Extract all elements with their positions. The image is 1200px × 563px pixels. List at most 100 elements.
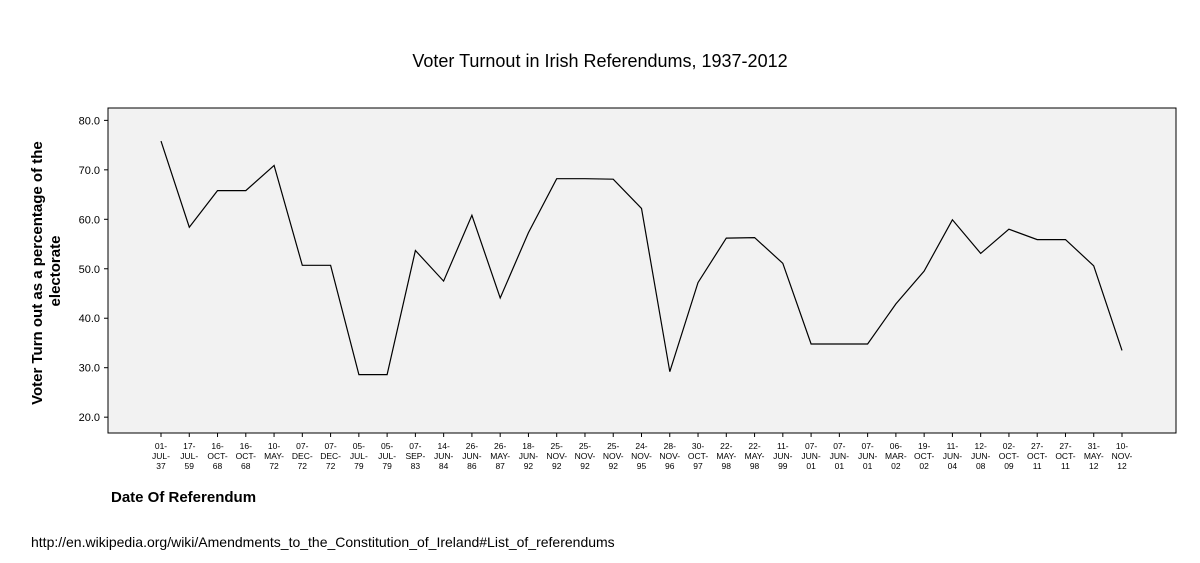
y-tick-label: 60.0 xyxy=(79,214,100,226)
x-tick-label-line: 02- xyxy=(1003,441,1015,451)
x-tick-label-line: JUN- xyxy=(434,451,454,461)
x-tick-label-line: 01- xyxy=(155,441,167,451)
y-tick-label: 80.0 xyxy=(79,115,100,127)
x-tick-label-line: 12 xyxy=(1117,461,1127,471)
x-tick-label-line: 11 xyxy=(1061,461,1070,471)
x-tick-label: 10-NOV-12 xyxy=(1112,441,1133,471)
x-tick-label: 05-JUL-79 xyxy=(350,441,368,471)
x-axis-label: Date Of Referendum xyxy=(111,489,256,506)
x-tick-label-line: JUN- xyxy=(830,451,850,461)
x-tick-label-line: 72 xyxy=(326,461,336,471)
x-tick-label-line: JUL- xyxy=(180,451,198,461)
source-url: http://en.wikipedia.org/wiki/Amendments_… xyxy=(31,534,615,550)
x-tick-label-line: 97 xyxy=(693,461,703,471)
x-tick-label: 07-JUN-01 xyxy=(858,441,878,471)
x-tick-label-line: OCT- xyxy=(236,451,256,461)
x-tick-label: 07-JUN-01 xyxy=(830,441,850,471)
x-tick-label-line: 07- xyxy=(324,441,336,451)
x-tick-label: 11-JUN-04 xyxy=(943,441,963,471)
x-tick-label-line: OCT- xyxy=(914,451,934,461)
x-tick-label: 07-DEC-72 xyxy=(292,441,313,471)
x-tick-label-line: 07- xyxy=(861,441,873,451)
y-tick-label: 30.0 xyxy=(79,363,100,375)
x-tick-label-line: 06- xyxy=(890,441,902,451)
y-axis-label-line-1: Voter Turn out as a percentage of the xyxy=(29,141,46,405)
x-tick-label-line: JUN- xyxy=(971,451,991,461)
x-tick-label-line: JUN- xyxy=(773,451,793,461)
x-tick-label-line: 84 xyxy=(439,461,449,471)
x-tick-label-line: 25- xyxy=(551,441,563,451)
x-tick-label-line: NOV- xyxy=(546,451,567,461)
x-tick-label-line: 83 xyxy=(411,461,421,471)
x-tick-label-line: 98 xyxy=(750,461,760,471)
x-tick-label-line: MAY- xyxy=(264,451,284,461)
x-tick-label-line: 86 xyxy=(467,461,477,471)
x-tick-label-line: 01 xyxy=(806,461,816,471)
x-tick-label: 18-JUN-92 xyxy=(519,441,539,471)
x-tick-label: 01-JUL-37 xyxy=(152,441,170,471)
x-tick-label: 22-MAY-98 xyxy=(745,441,765,471)
x-tick-label: 25-NOV-92 xyxy=(603,441,624,471)
x-tick-label: 07-DEC-72 xyxy=(320,441,341,471)
x-tick-label-line: JUN- xyxy=(943,451,963,461)
x-tick-label: 28-NOV-96 xyxy=(659,441,680,471)
plot-area xyxy=(107,107,1177,434)
x-tick-label: 06-MAR-02 xyxy=(885,441,907,471)
x-tick-label-line: 22- xyxy=(720,441,732,451)
x-tick-label-line: 31- xyxy=(1088,441,1100,451)
x-tick-label-line: 04 xyxy=(948,461,958,471)
x-tick-label-line: NOV- xyxy=(631,451,652,461)
x-tick-label-line: 27- xyxy=(1059,441,1071,451)
x-tick-label-line: MAR- xyxy=(885,451,907,461)
x-tick-label-line: 59 xyxy=(185,461,195,471)
x-tick-label-line: 98 xyxy=(722,461,732,471)
x-tick-label-line: 02 xyxy=(891,461,901,471)
x-tick-label-line: 05- xyxy=(353,441,365,451)
x-tick-label-line: 12 xyxy=(1089,461,1099,471)
x-tick-label: 22-MAY-98 xyxy=(716,441,736,471)
x-tick-label-line: OCT- xyxy=(688,451,708,461)
x-tick-label-line: 10- xyxy=(268,441,280,451)
x-tick-label: 30-OCT-97 xyxy=(688,441,708,471)
x-tick-label-line: 08 xyxy=(976,461,986,471)
x-tick-label-line: 01 xyxy=(863,461,873,471)
x-tick-label-line: 09 xyxy=(1004,461,1014,471)
x-tick-label-line: MAY- xyxy=(1084,451,1104,461)
x-tick-label-line: SEP- xyxy=(405,451,425,461)
x-tick-label-line: JUN- xyxy=(519,451,539,461)
x-tick-label-line: OCT- xyxy=(999,451,1019,461)
x-tick-label-line: 25- xyxy=(607,441,619,451)
series-line xyxy=(160,140,1123,376)
x-tick-label-line: JUL- xyxy=(350,451,368,461)
x-tick-label-line: 99 xyxy=(778,461,788,471)
x-tick-label-line: 27- xyxy=(1031,441,1043,451)
x-tick-label-line: MAY- xyxy=(490,451,510,461)
x-tick-label-line: JUN- xyxy=(801,451,821,461)
x-tick-label-line: 05- xyxy=(381,441,393,451)
x-tick-label: 12-JUN-08 xyxy=(971,441,991,471)
x-tick-label-line: JUN- xyxy=(858,451,878,461)
x-tick-label-line: OCT- xyxy=(207,451,227,461)
x-tick-label-line: NOV- xyxy=(603,451,624,461)
x-tick-label-line: 26- xyxy=(466,441,478,451)
x-tick-label-line: 11- xyxy=(777,441,789,451)
x-tick-label-line: NOV- xyxy=(659,451,680,461)
x-tick-label: 24-NOV-95 xyxy=(631,441,652,471)
x-tick-label-line: 07- xyxy=(833,441,845,451)
x-tick-label-line: MAY- xyxy=(716,451,736,461)
x-tick-label-line: 11- xyxy=(947,441,959,451)
x-tick-label-line: 92 xyxy=(609,461,619,471)
x-tick-label-line: 72 xyxy=(269,461,279,471)
x-tick-label-line: NOV- xyxy=(1112,451,1133,461)
x-tick-label-line: 17- xyxy=(183,441,195,451)
x-tick-label-line: 72 xyxy=(298,461,308,471)
x-tick-label-line: NOV- xyxy=(575,451,596,461)
x-tick-label: 11-JUN-99 xyxy=(773,441,793,471)
x-tick-label-line: 01 xyxy=(835,461,845,471)
x-tick-label-line: 12- xyxy=(975,441,987,451)
x-tick-label: 10-MAY-72 xyxy=(264,441,284,471)
x-tick-label-line: DEC- xyxy=(292,451,313,461)
x-tick-label-line: 92 xyxy=(552,461,562,471)
x-tick-label-line: 22- xyxy=(748,441,760,451)
x-tick-label: 31-MAY-12 xyxy=(1084,441,1104,471)
